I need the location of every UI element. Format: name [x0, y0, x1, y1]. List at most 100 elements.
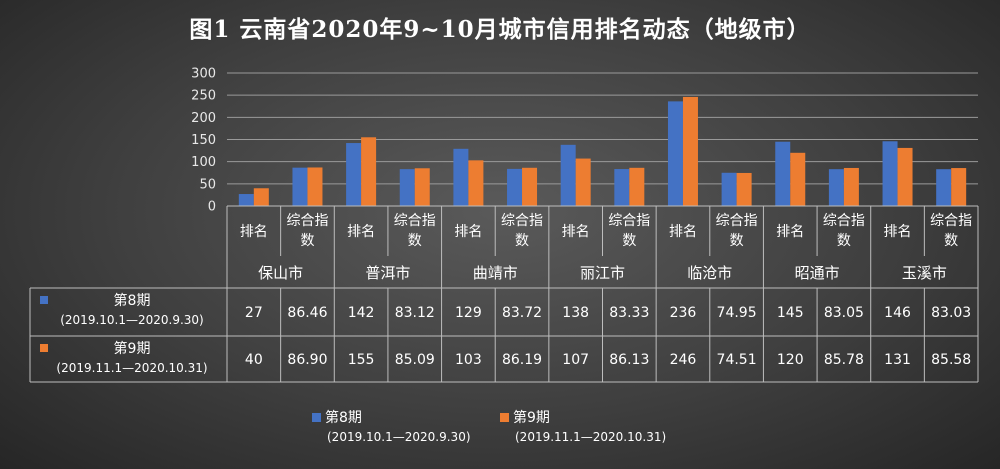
- metric-label: 综合指: [394, 213, 436, 229]
- bar: [453, 148, 469, 206]
- metric-label: 数: [300, 233, 314, 249]
- table-cell-index: 86.19: [502, 352, 542, 368]
- metric-label: 综合指: [716, 213, 758, 229]
- row-series-name: 第8期: [114, 292, 151, 309]
- legend-key: [500, 413, 509, 422]
- table-cell-index: 83.12: [395, 305, 435, 321]
- bar: [790, 152, 806, 206]
- bar: [253, 188, 269, 206]
- table-cell-rank: 142: [348, 305, 375, 321]
- metric-label: 数: [837, 233, 851, 249]
- chart-title: 图1 云南省2020年9~10月城市信用排名动态（地级市）: [189, 16, 811, 43]
- table-cell-rank: 146: [884, 305, 911, 321]
- table-cell-index: 83.33: [609, 305, 649, 321]
- bar: [414, 168, 430, 206]
- metric-label: 数: [515, 233, 529, 249]
- y-tick-label: 0: [208, 200, 216, 215]
- y-tick-label: 100: [191, 155, 216, 170]
- bar: [936, 169, 952, 206]
- bar: [843, 167, 859, 206]
- table-cell-index: 74.95: [717, 305, 757, 321]
- table-cell-index: 86.46: [287, 305, 327, 321]
- table-cell-rank: 103: [455, 352, 482, 368]
- bar: [951, 168, 967, 206]
- table-cell-rank: 145: [777, 305, 804, 321]
- metric-label: 综合指: [286, 213, 328, 229]
- bar: [307, 167, 323, 206]
- city-label: 保山市: [258, 264, 303, 282]
- table-cell-rank: 27: [245, 305, 263, 321]
- legend-series-name: 第9期: [513, 409, 550, 426]
- row-legend-key: [40, 296, 48, 304]
- y-tick-label: 300: [191, 67, 216, 82]
- table-cell-index: 85.78: [824, 352, 864, 368]
- row-legend-key: [40, 344, 48, 352]
- bar: [292, 167, 308, 206]
- city-label: 曲靖市: [473, 264, 518, 282]
- legend-key: [312, 413, 321, 422]
- y-tick-label: 250: [191, 89, 216, 104]
- bar: [667, 101, 683, 206]
- bar: [629, 167, 645, 206]
- bar: [897, 147, 913, 206]
- table-cell-rank: 120: [777, 352, 804, 368]
- table-cell-index: 86.13: [609, 352, 649, 368]
- table-cell-rank: 131: [884, 352, 911, 368]
- metric-label: 排名: [240, 224, 268, 240]
- metric-label: 排名: [669, 224, 697, 240]
- metric-label: 综合指: [930, 213, 972, 229]
- table-cell-index: 86.90: [287, 352, 327, 368]
- table-cell-rank: 246: [670, 352, 697, 368]
- bar: [828, 169, 844, 206]
- y-tick-label: 50: [199, 177, 216, 192]
- bar: [507, 168, 523, 206]
- bar: [238, 194, 254, 206]
- bar: [736, 172, 752, 206]
- table-cell-rank: 138: [562, 305, 589, 321]
- metric-label: 数: [408, 233, 422, 249]
- city-label: 普洱市: [365, 264, 410, 282]
- y-tick-label: 200: [191, 111, 216, 126]
- table-cell-index: 74.51: [717, 352, 757, 368]
- city-label: 昭通市: [795, 264, 840, 282]
- bar: [682, 96, 698, 206]
- table-cell-rank: 129: [455, 305, 482, 321]
- metric-label: 数: [944, 233, 958, 249]
- bar: [361, 137, 377, 206]
- table-cell-rank: 40: [245, 352, 263, 368]
- legend-series-period: (2019.11.1—2020.10.31): [515, 430, 666, 444]
- bar: [560, 144, 576, 206]
- table-cell-rank: 107: [562, 352, 589, 368]
- bar: [575, 158, 591, 206]
- row-series-period: (2019.11.1—2020.10.31): [56, 361, 207, 375]
- bar: [522, 167, 538, 206]
- metric-label: 排名: [884, 224, 912, 240]
- metric-label: 综合指: [608, 213, 650, 229]
- bar: [721, 172, 737, 206]
- row-series-period: (2019.10.1—2020.9.30): [60, 313, 204, 327]
- metric-label: 综合指: [501, 213, 543, 229]
- legend-series-name: 第8期: [325, 409, 362, 426]
- metric-label: 排名: [347, 224, 375, 240]
- table-cell-rank: 155: [348, 352, 375, 368]
- city-label: 丽江市: [580, 264, 625, 282]
- bar: [346, 143, 362, 206]
- metric-label: 数: [730, 233, 744, 249]
- table-cell-index: 85.58: [931, 352, 971, 368]
- y-tick-label: 150: [191, 133, 216, 148]
- table-cell-index: 85.09: [395, 352, 435, 368]
- metric-label: 排名: [776, 224, 804, 240]
- metric-label: 排名: [454, 224, 482, 240]
- city-label: 玉溪市: [902, 264, 947, 282]
- bar: [775, 141, 791, 206]
- metric-label: 数: [622, 233, 636, 249]
- table-cell-index: 83.05: [824, 305, 864, 321]
- bar: [468, 160, 484, 206]
- metric-label: 综合指: [823, 213, 865, 229]
- bar: [614, 169, 630, 206]
- bar: [399, 169, 415, 206]
- city-label: 临沧市: [687, 264, 732, 282]
- table-cell-index: 83.03: [931, 305, 971, 321]
- legend-series-period: (2019.10.1—2020.9.30): [327, 430, 471, 444]
